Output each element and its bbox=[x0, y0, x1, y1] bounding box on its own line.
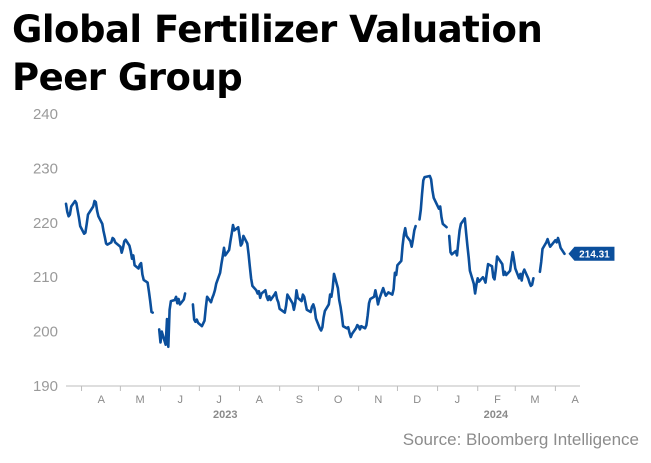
y-tick-label: 210 bbox=[33, 269, 58, 286]
y-tick-label: 200 bbox=[33, 324, 58, 341]
x-tick-label: J bbox=[178, 394, 184, 406]
x-tick-label: S bbox=[296, 394, 304, 406]
y-tick-label: 230 bbox=[33, 160, 58, 177]
chart-title: Global Fertilizer Valuation Peer Group bbox=[12, 8, 543, 99]
x-axis: A M J J A S O N D J F M A 2023 2024 bbox=[66, 385, 580, 421]
x-tick-label: M bbox=[136, 394, 146, 406]
last-value-marker: 214.31 bbox=[568, 246, 615, 261]
x-tick-label: A bbox=[256, 394, 264, 406]
source-note: Source: Bloomberg Intelligence bbox=[402, 430, 639, 449]
y-axis: 190 200 210 220 230 240 bbox=[33, 106, 58, 395]
x-tick-label: O bbox=[334, 394, 343, 406]
y-tick-label: 190 bbox=[33, 378, 58, 395]
last-value-tag bbox=[568, 246, 615, 261]
x-tick-label: A bbox=[98, 394, 106, 406]
y-tick-label: 220 bbox=[33, 215, 58, 232]
last-value-label: 214.31 bbox=[579, 249, 610, 260]
year-label: 2024 bbox=[484, 409, 509, 421]
series-layer bbox=[64, 174, 566, 349]
x-tick-label: J bbox=[216, 394, 222, 406]
x-tick-label: D bbox=[413, 394, 421, 406]
x-tick-label: N bbox=[374, 394, 382, 406]
x-tick-label: F bbox=[494, 394, 501, 406]
x-tick-label: M bbox=[530, 394, 540, 406]
y-tick-label: 240 bbox=[33, 106, 58, 123]
series-line bbox=[64, 174, 566, 349]
x-tick-label: J bbox=[455, 394, 461, 406]
x-tick-label: A bbox=[571, 394, 579, 406]
year-label: 2023 bbox=[213, 409, 237, 421]
